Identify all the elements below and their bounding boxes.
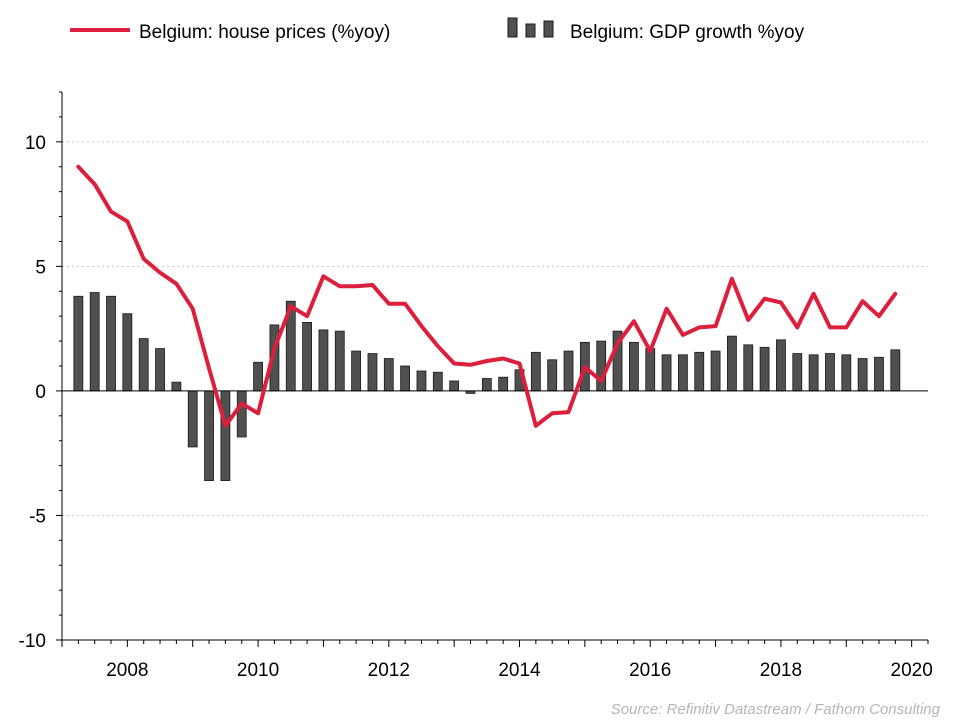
gdp-bar bbox=[122, 313, 133, 392]
gdp-bar bbox=[808, 354, 819, 392]
gridlines bbox=[62, 141, 928, 516]
gdp-bar bbox=[302, 322, 312, 392]
gdp-bar bbox=[220, 390, 231, 481]
legend-line-label: Belgium: house prices (%yoy) bbox=[139, 22, 390, 43]
gdp-bar bbox=[628, 341, 639, 392]
gdp-bar bbox=[498, 376, 509, 392]
x-tick-label: 2018 bbox=[760, 660, 802, 681]
legend-bar-swatch-2 bbox=[525, 23, 536, 38]
gdp-bar bbox=[351, 350, 362, 392]
gdp-bar bbox=[73, 295, 84, 392]
x-tick-label: 2016 bbox=[629, 660, 671, 681]
gdp-bar bbox=[727, 335, 737, 392]
gdp-bar bbox=[383, 358, 394, 392]
axes: -10 -5 0 5 10 2008 2010 2012 2014 2016 2018 2020 bbox=[19, 91, 933, 681]
house-price-line bbox=[76, 164, 898, 428]
gdp-bar bbox=[661, 354, 672, 392]
gdp-bar bbox=[874, 356, 884, 392]
gdp-bar bbox=[547, 359, 558, 392]
gdp-bar bbox=[187, 390, 198, 448]
house-price-series-line bbox=[76, 164, 898, 428]
legend: Belgium: house prices (%yoy) Belgium: GD… bbox=[70, 17, 805, 43]
x-tick-label: 2010 bbox=[237, 660, 279, 681]
legend-bar-label: Belgium: GDP growth %yoy bbox=[570, 22, 805, 43]
gdp-bar bbox=[416, 370, 427, 392]
gdp-bar bbox=[857, 358, 868, 392]
gdp-bar bbox=[432, 371, 443, 392]
gdp-bar bbox=[694, 351, 705, 392]
gdp-bar bbox=[367, 353, 378, 392]
y-tick-label: -10 bbox=[19, 631, 46, 652]
y-tick-label: 0 bbox=[35, 382, 46, 403]
gdp-bar bbox=[759, 346, 770, 392]
gdp-bar bbox=[743, 344, 754, 392]
gdp-bar bbox=[204, 390, 214, 481]
gdp-bar bbox=[645, 348, 656, 392]
x-tick-label: 2012 bbox=[368, 660, 410, 681]
gdp-bar bbox=[481, 378, 492, 392]
y-tick-label: -5 bbox=[29, 506, 46, 527]
gdp-bar bbox=[171, 381, 182, 392]
gdp-bar bbox=[400, 365, 411, 392]
gdp-bar bbox=[155, 348, 165, 392]
y-tick-label: 5 bbox=[35, 257, 46, 278]
legend-bar-swatch-1 bbox=[507, 17, 518, 38]
gdp-bar bbox=[318, 329, 329, 392]
gdp-bar bbox=[334, 330, 345, 392]
y-tick-label: 10 bbox=[25, 133, 46, 154]
x-tick-label: 2020 bbox=[891, 660, 933, 681]
gdp-bar bbox=[890, 349, 901, 392]
gdp-bars bbox=[73, 292, 901, 481]
gdp-bar bbox=[792, 353, 803, 392]
gdp-bar bbox=[563, 350, 574, 392]
gdp-bar bbox=[236, 390, 247, 438]
source-note: Source: Refinitiv Datastream / Fathom Co… bbox=[611, 701, 941, 718]
gdp-bar bbox=[841, 354, 852, 392]
gdp-bar bbox=[253, 361, 263, 392]
gdp-bar bbox=[825, 353, 835, 392]
gdp-bar bbox=[138, 338, 149, 392]
x-tick-label: 2008 bbox=[106, 660, 148, 681]
gdp-bar bbox=[106, 295, 116, 392]
gdp-bar bbox=[89, 292, 100, 392]
gdp-bar bbox=[710, 350, 721, 392]
gdp-bar bbox=[776, 339, 786, 392]
x-tick-label: 2014 bbox=[498, 660, 541, 681]
legend-bar-swatch-3 bbox=[543, 20, 554, 38]
gdp-bar bbox=[596, 340, 607, 392]
gdp-bar bbox=[678, 354, 688, 392]
gdp-bar bbox=[530, 351, 541, 392]
gdp-bar bbox=[449, 380, 460, 392]
